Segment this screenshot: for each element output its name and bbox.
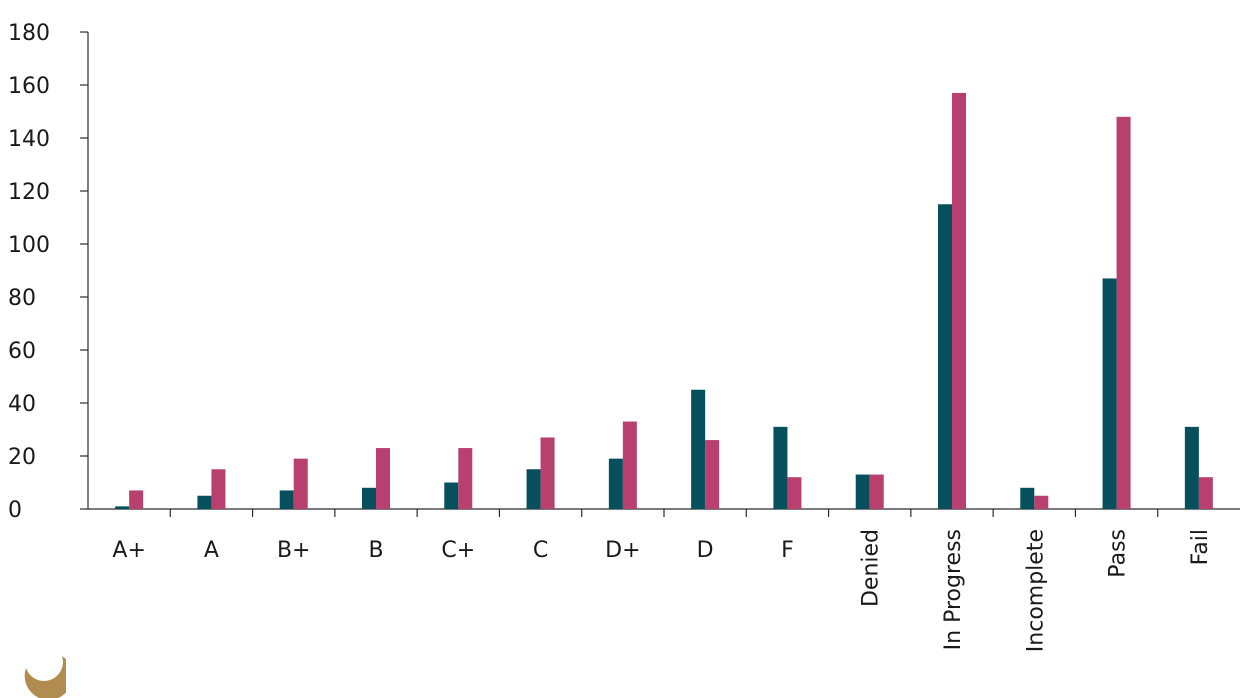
bar-series-2-pass [1116, 116, 1131, 510]
bar-series-1-d [691, 389, 706, 509]
bar-series-2-d [705, 440, 720, 509]
x-tick-label: Denied [859, 529, 884, 607]
y-tick-label: 0 [8, 498, 22, 523]
y-tick-label: 180 [8, 21, 50, 46]
bar-chart: 0 20 40 60 80 100 120 140 160 180 A+ A B+ B C+ C D+ D F De… [8, 21, 1240, 652]
bar-series-1-pass [1102, 278, 1117, 509]
bar-series-2-c- [458, 448, 473, 509]
bar-series-2-a [211, 469, 226, 509]
x-tick-label: Fail [1188, 529, 1213, 565]
x-axis: A+ A B+ B C+ C D+ D F Denied In Progress Incomplete… [88, 508, 1240, 652]
bar-series-1-incomplete [1020, 487, 1035, 509]
y-axis: 0 20 40 60 80 100 120 140 160 180 [8, 21, 89, 523]
x-tick-label: B+ [277, 538, 311, 563]
bar-series-2-d- [622, 421, 637, 509]
bar-series-1-in-progress [938, 204, 952, 509]
bar-series-2-f [787, 477, 802, 509]
y-tick-label: 80 [8, 286, 36, 311]
crescent-logo-icon [24, 656, 66, 698]
y-tick-label: 120 [8, 180, 50, 205]
bar-series-1-c [526, 469, 541, 509]
bar-series-2-b [376, 448, 390, 509]
x-tick-label: C+ [441, 538, 475, 563]
bar-series-1-c- [444, 482, 459, 509]
x-tick-label: B [368, 538, 383, 563]
bar-series-1-a- [115, 506, 130, 509]
bar-series-2-fail [1198, 477, 1213, 509]
bar-series-1-a [197, 495, 212, 509]
x-tick-label: D [697, 538, 714, 563]
y-tick-label: 40 [8, 392, 36, 417]
bar-series-1-f [773, 426, 788, 509]
bar-series-2-incomplete [1034, 495, 1049, 509]
bar-series-2-b- [293, 458, 308, 509]
y-tick-label: 60 [8, 339, 36, 364]
y-tick-label: 140 [8, 127, 50, 152]
y-tick-label: 160 [8, 74, 50, 99]
bar-series-1-b [362, 487, 376, 509]
bar-series-2-c [540, 437, 555, 509]
x-tick-label: Pass [1106, 529, 1131, 578]
x-tick-label: Incomplete [1023, 529, 1048, 652]
bar-series-2-denied [869, 474, 884, 509]
x-tick-label: D+ [605, 538, 640, 563]
bar-series-1-fail [1184, 426, 1199, 509]
bar-series-1-denied [855, 474, 870, 509]
bar-series-2-a- [129, 490, 144, 509]
x-tick-label: C [533, 538, 548, 563]
bar-series-1-d- [608, 458, 623, 509]
x-tick-label: F [781, 538, 794, 563]
y-tick-label: 100 [8, 233, 50, 258]
bars [115, 92, 1213, 510]
x-tick-label: A+ [112, 538, 145, 563]
bar-series-2-in-progress [952, 92, 966, 509]
bar-series-1-b- [279, 490, 294, 509]
y-tick-label: 20 [8, 445, 36, 470]
x-tick-label: A [204, 538, 219, 563]
x-tick-label: In Progress [941, 529, 966, 650]
